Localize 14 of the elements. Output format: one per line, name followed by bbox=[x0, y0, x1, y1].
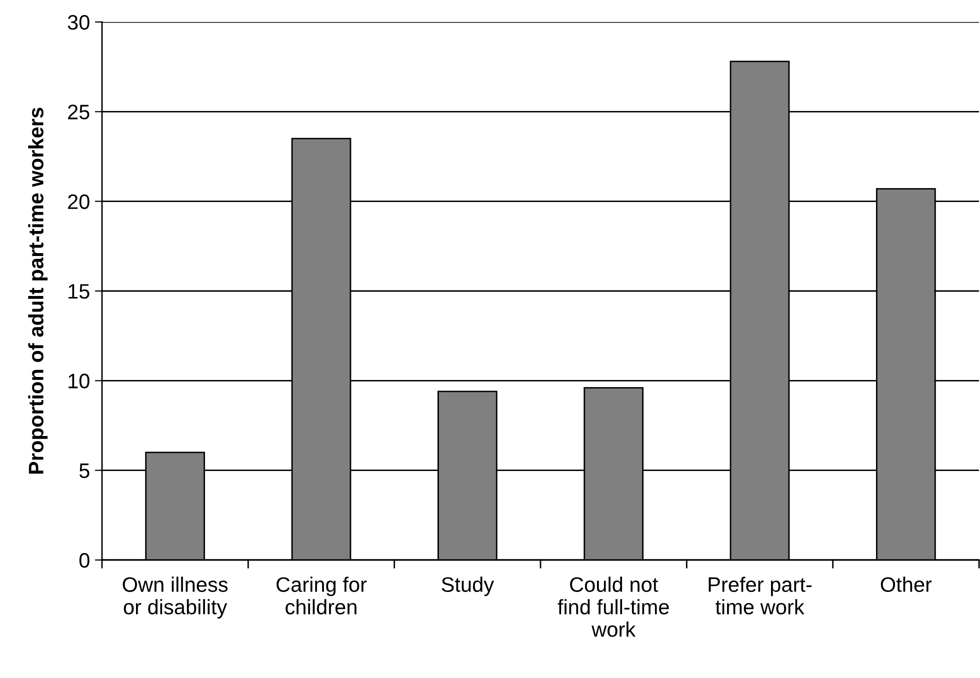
x-tick-label: Other bbox=[880, 576, 932, 592]
y-tick-label: 30 bbox=[68, 15, 90, 30]
x-tick-label: Own illness or disability bbox=[122, 576, 228, 619]
y-tick-label: 15 bbox=[68, 284, 90, 299]
x-tick-label: Study bbox=[442, 576, 494, 596]
y-tick-label: 5 bbox=[79, 464, 90, 478]
y-tick-label: 20 bbox=[68, 194, 90, 210]
x-tick-label: Prefer part- time work bbox=[708, 576, 812, 614]
y-tick-label: 10 bbox=[68, 374, 90, 388]
y-tick-label: 0 bbox=[79, 553, 90, 568]
x-tick-label: Caring for children bbox=[276, 576, 367, 614]
y-tick-label: 25 bbox=[68, 104, 90, 120]
x-tick-label: Could not find full-time work bbox=[558, 576, 669, 637]
y-axis-title: Proportion of adult part-time workers bbox=[28, 108, 48, 474]
